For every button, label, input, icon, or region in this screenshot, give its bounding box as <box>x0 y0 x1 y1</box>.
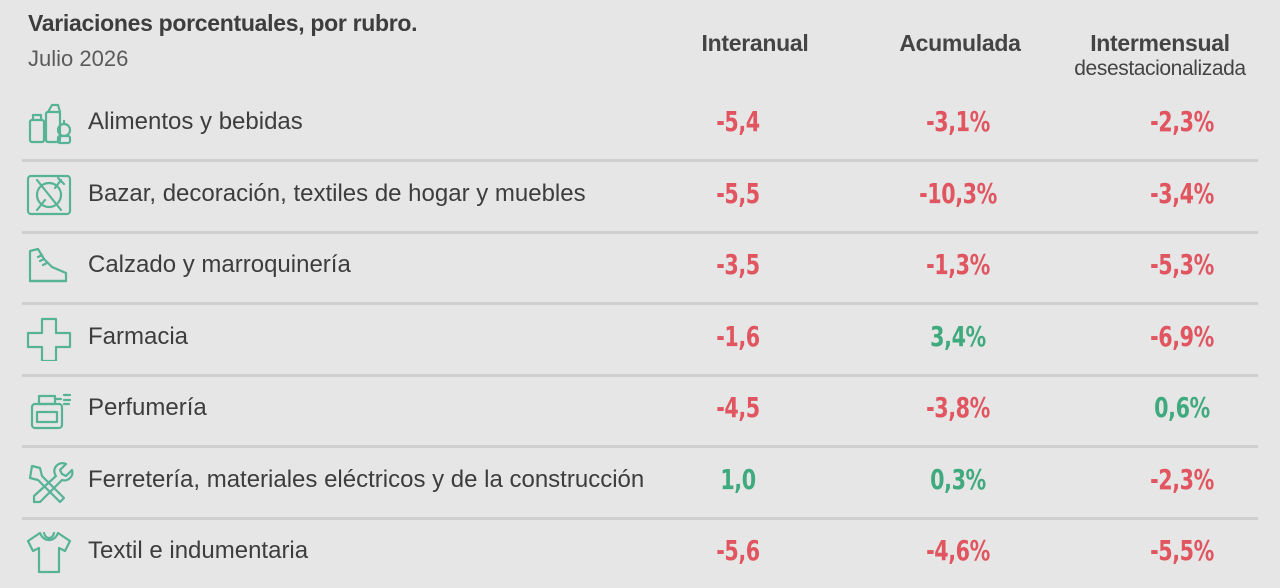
value-cell: -5,5% <box>1150 534 1214 567</box>
value-cell: -3,4% <box>1150 176 1214 210</box>
value-cell: -5,5 <box>716 176 760 210</box>
value-cell: -10,3% <box>919 176 997 210</box>
table-row: Textil e indumentaria -5,6 -4,6% -5,5% <box>22 517 1258 588</box>
tools-icon <box>24 458 74 504</box>
grocery-icon <box>24 100 74 146</box>
chart-subtitle: Julio 2026 <box>28 46 129 71</box>
value-cell: -3,8% <box>926 391 990 424</box>
sneaker-icon <box>24 243 74 289</box>
row-label: Alimentos y bebidas <box>88 108 303 135</box>
value-cell: -4,5 <box>716 391 760 424</box>
value-cell: -5,3% <box>1150 248 1214 281</box>
row-label: Bazar, decoración, textiles de hogar y m… <box>88 179 586 207</box>
table-row: Perfumería -4,5 -3,8% 0,6% <box>22 374 1258 448</box>
tshirt-icon <box>24 529 74 575</box>
value-cell: 0,3% <box>930 462 986 496</box>
table-row: Bazar, decoración, textiles de hogar y m… <box>22 160 1258 234</box>
column-header-acumulada: Acumulada <box>870 30 1050 57</box>
value-cell: -5,4 <box>716 105 760 138</box>
value-cell: -6,9% <box>1150 319 1214 353</box>
value-cell: -4,6% <box>926 534 990 567</box>
column-header-label: Intermensual <box>1090 30 1230 56</box>
value-cell: -2,3% <box>1150 105 1214 138</box>
table-row: Calzado y marroquinería -3,5 -1,3% -5,3% <box>22 231 1258 305</box>
column-header-label: Acumulada <box>899 30 1021 56</box>
row-label: Farmacia <box>88 322 189 350</box>
row-label: Textil e indumentaria <box>88 537 309 564</box>
column-header-label: Interanual <box>701 30 809 56</box>
column-header-sublabel: desestacionalizada <box>1074 57 1246 80</box>
value-cell: -3,1% <box>926 105 990 138</box>
value-cell: 0,6% <box>1154 391 1210 424</box>
value-cell: -1,6 <box>716 319 760 353</box>
value-cell: -2,3% <box>1150 462 1214 496</box>
row-label: Ferretería, materiales eléctricos y de l… <box>88 465 645 493</box>
table-row: Farmacia -1,6 3,4% -6,9% <box>22 303 1258 377</box>
value-cell: 3,4% <box>930 319 986 353</box>
value-cell: -5,6 <box>716 534 760 567</box>
pharmacy-cross-icon <box>24 315 74 362</box>
plate-cutlery-icon <box>24 172 74 218</box>
column-header-interanual: Interanual <box>665 30 845 57</box>
row-label: Perfumería <box>88 394 207 421</box>
row-label: Calzado y marroquinería <box>88 251 351 278</box>
perfume-bottle-icon <box>24 386 74 432</box>
chart-title: Variaciones porcentuales, por rubro. <box>28 10 418 36</box>
value-cell: 1,0 <box>720 462 756 496</box>
table-row: Ferretería, materiales eléctricos y de l… <box>22 446 1258 520</box>
value-cell: -1,3% <box>926 248 990 281</box>
value-cell: -3,5 <box>716 248 760 281</box>
column-header-intermensual: Intermensual desestacionalizada <box>1040 30 1280 81</box>
table-row: Alimentos y bebidas -5,4 -3,1% -2,3% <box>22 88 1258 162</box>
